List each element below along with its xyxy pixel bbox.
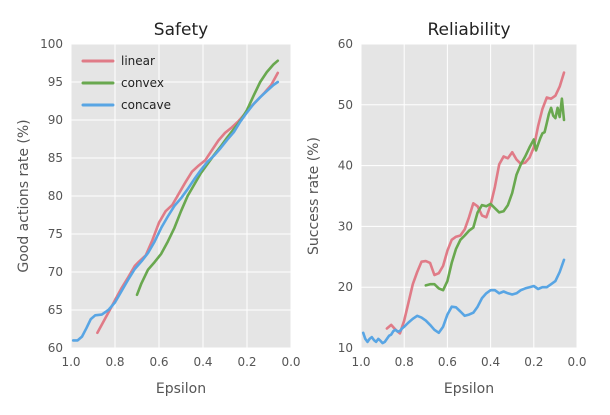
y-axis-label: Good actions rate (%) [16,119,32,272]
x-tick-label: 0.2 [237,355,256,369]
y-tick-label: 100 [40,37,63,51]
y-tick-label: 10 [338,341,353,355]
legend-label-concave: concave [121,98,171,112]
x-tick-label: 0.6 [149,355,168,369]
x-tick-label: 0.4 [481,355,500,369]
x-axis-label: Epsilon [156,381,206,397]
chart-title: Reliability [427,20,510,40]
y-tick-label: 80 [48,189,63,203]
series-line-convex [135,59,280,297]
chart-title: Safety [154,20,208,40]
x-tick-label: 0.8 [395,355,414,369]
legend: linear convex concave [81,54,171,112]
series-line-convex [424,97,566,292]
x-tick-label: 0.8 [105,355,124,369]
x-tick-label: 0.6 [438,355,457,369]
safety-chart: 1.0 0.8 0.6 0.4 0.2 0.0 60 65 70 75 80 85 90 95 100 Saf… [16,20,301,397]
series-line-concave [361,258,566,345]
y-axis-label: Success rate (%) [306,137,322,255]
x-tick-label: 1.0 [351,355,370,369]
x-axis-label: Epsilon [444,381,494,397]
legend-label-convex: convex [121,76,164,90]
series-line-concave [71,80,280,342]
x-tick-label: 0.4 [193,355,212,369]
y-tick-label: 75 [48,227,63,241]
x-tick-label: 0.0 [281,355,300,369]
plot-area [361,44,577,348]
x-tick-label: 0.0 [567,355,586,369]
y-tick-label: 30 [338,219,353,233]
y-tick-label: 40 [338,159,353,173]
legend-label-linear: linear [121,54,155,68]
y-tick-label: 90 [48,113,63,127]
reliability-chart: 1.0 0.8 0.6 0.4 0.2 0.0 10 20 30 40 50 60 Reliabilit… [306,20,587,397]
y-tick-label: 70 [48,265,63,279]
y-tick-label: 60 [338,37,353,51]
y-tick-label: 20 [338,280,353,294]
x-tick-label: 0.2 [524,355,543,369]
y-tick-label: 95 [48,75,63,89]
y-tick-label: 65 [48,303,63,317]
y-tick-label: 60 [48,341,63,355]
y-tick-label: 85 [48,151,63,165]
y-tick-label: 50 [338,98,353,112]
x-tick-label: 1.0 [61,355,80,369]
